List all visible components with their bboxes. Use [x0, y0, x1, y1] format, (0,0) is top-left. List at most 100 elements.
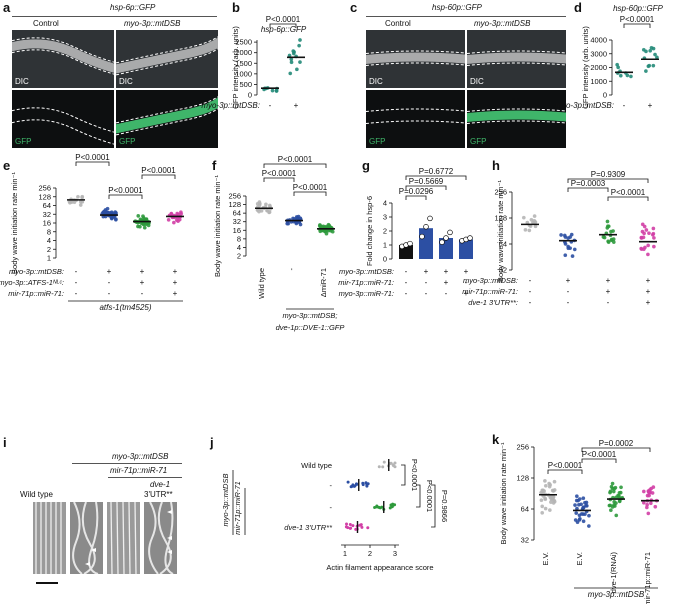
- data-point: [579, 502, 584, 507]
- row-value: -: [465, 278, 468, 287]
- row-value: -: [607, 298, 610, 307]
- data-point: [141, 222, 146, 227]
- data-point: [652, 236, 656, 240]
- data-point: [80, 194, 85, 199]
- row-value: +: [646, 276, 651, 285]
- data-point: [295, 67, 299, 72]
- panel-c-header: hsp-60p::GFP: [432, 3, 482, 12]
- data-point: [611, 240, 616, 244]
- y-tick-label: 128: [494, 214, 507, 223]
- panel-c-header-line: [366, 16, 566, 17]
- data-point: [543, 506, 548, 511]
- p-value-label: P=0.6772: [419, 167, 454, 176]
- row-label: myo-3p::ATFS-1ᴺᴸᶜ:: [0, 278, 64, 287]
- significance-bracket: [269, 23, 297, 28]
- data-point: [352, 484, 356, 488]
- panel-i-line-1: [72, 463, 182, 464]
- data-point: [646, 490, 651, 494]
- data-point: [539, 498, 544, 503]
- data-point: [547, 508, 552, 512]
- y-axis-label: Body wave initiation rate min⁻¹: [10, 172, 19, 274]
- row-label: myo-3p::mtDSB:: [201, 101, 260, 110]
- data-point: [542, 489, 546, 493]
- y-tick-label: 2: [383, 227, 387, 236]
- data-point: [653, 52, 657, 57]
- significance-bracket: [405, 195, 427, 200]
- data-point: [646, 243, 651, 248]
- data-point: [166, 217, 171, 222]
- row-value: +: [173, 289, 178, 298]
- x-axis-label: Actin filament appearance score: [326, 563, 433, 572]
- data-point: [614, 513, 619, 518]
- data-point: [575, 520, 580, 525]
- worm-outline: [12, 107, 114, 145]
- row-label: -: [330, 503, 333, 512]
- row-value: -: [405, 278, 408, 287]
- significance-bracket: [607, 196, 649, 201]
- row-value: +: [646, 298, 651, 307]
- row-value: -: [141, 289, 144, 298]
- y-tick-label: 3: [383, 213, 387, 222]
- panel-a-dic-control: DIC: [12, 30, 114, 88]
- data-point: [76, 194, 80, 199]
- x-tick-label: dve-1(RNAi): [609, 552, 618, 594]
- y-tick-label: 0: [248, 91, 252, 100]
- significance-bracket: [293, 191, 327, 196]
- significance-bracket: [623, 23, 651, 28]
- panel-i-header-utr: 3'UTR**: [144, 490, 173, 499]
- data-point: [373, 506, 377, 510]
- row-label: myo-3p::mtDSB:: [463, 276, 518, 285]
- data-point: [419, 233, 425, 240]
- significance-bracket: [567, 187, 609, 192]
- data-point: [646, 511, 651, 516]
- panel-c-gfp-mtdsb: GFP: [467, 90, 566, 148]
- data-point: [641, 489, 646, 494]
- panel-a-row-gfp: GFP: [15, 137, 32, 146]
- data-point: [552, 479, 557, 484]
- panel-i-micrograph-4: [144, 502, 177, 574]
- data-point: [351, 524, 355, 528]
- row-value: +: [444, 278, 449, 287]
- row-label: mir-71p::miR-71:: [338, 278, 394, 287]
- data-point: [609, 484, 614, 489]
- data-point: [381, 465, 385, 469]
- data-point: [527, 228, 532, 233]
- significance-bracket: [108, 194, 143, 199]
- data-point: [547, 484, 552, 489]
- data-point: [574, 511, 579, 515]
- panel-a-col-mtdsb: myo-3p::mtDSB: [124, 19, 181, 28]
- data-point: [345, 522, 349, 526]
- data-point: [377, 465, 381, 469]
- x-tick-label: E.V. + mir-71p::miR-71: [643, 552, 652, 604]
- row-value: +: [140, 278, 145, 287]
- panel-i-line-2: [108, 477, 182, 478]
- row-value: -: [567, 298, 570, 307]
- data-point: [611, 229, 615, 233]
- data-point: [391, 463, 395, 467]
- data-point: [360, 525, 364, 529]
- significance-bracket: [567, 178, 649, 183]
- row-value: -: [529, 298, 532, 307]
- panel-i-col-wildtype: Wild type: [20, 490, 53, 499]
- panel-letter-a: a: [3, 0, 11, 15]
- data-point: [365, 484, 369, 488]
- y-tick-label: 32: [43, 210, 51, 219]
- y-axis-label: Body wave initiation rate min⁻¹: [499, 442, 508, 544]
- data-point: [388, 506, 392, 510]
- data-point: [640, 229, 645, 234]
- y-tick-label: 2: [237, 252, 241, 261]
- footer-label: myo-3p::mtDSB;: [282, 311, 337, 320]
- data-point: [646, 252, 650, 257]
- chart-title: hsp-60p::GFP: [613, 4, 663, 13]
- significance-bracket: [141, 174, 176, 179]
- data-point: [543, 483, 548, 488]
- y-tick-label: 128: [38, 192, 51, 201]
- data-point: [563, 253, 568, 258]
- data-point: [651, 46, 656, 51]
- data-point: [618, 73, 623, 78]
- data-point: [566, 244, 571, 249]
- row-value: -: [529, 276, 532, 285]
- data-point: [529, 217, 534, 222]
